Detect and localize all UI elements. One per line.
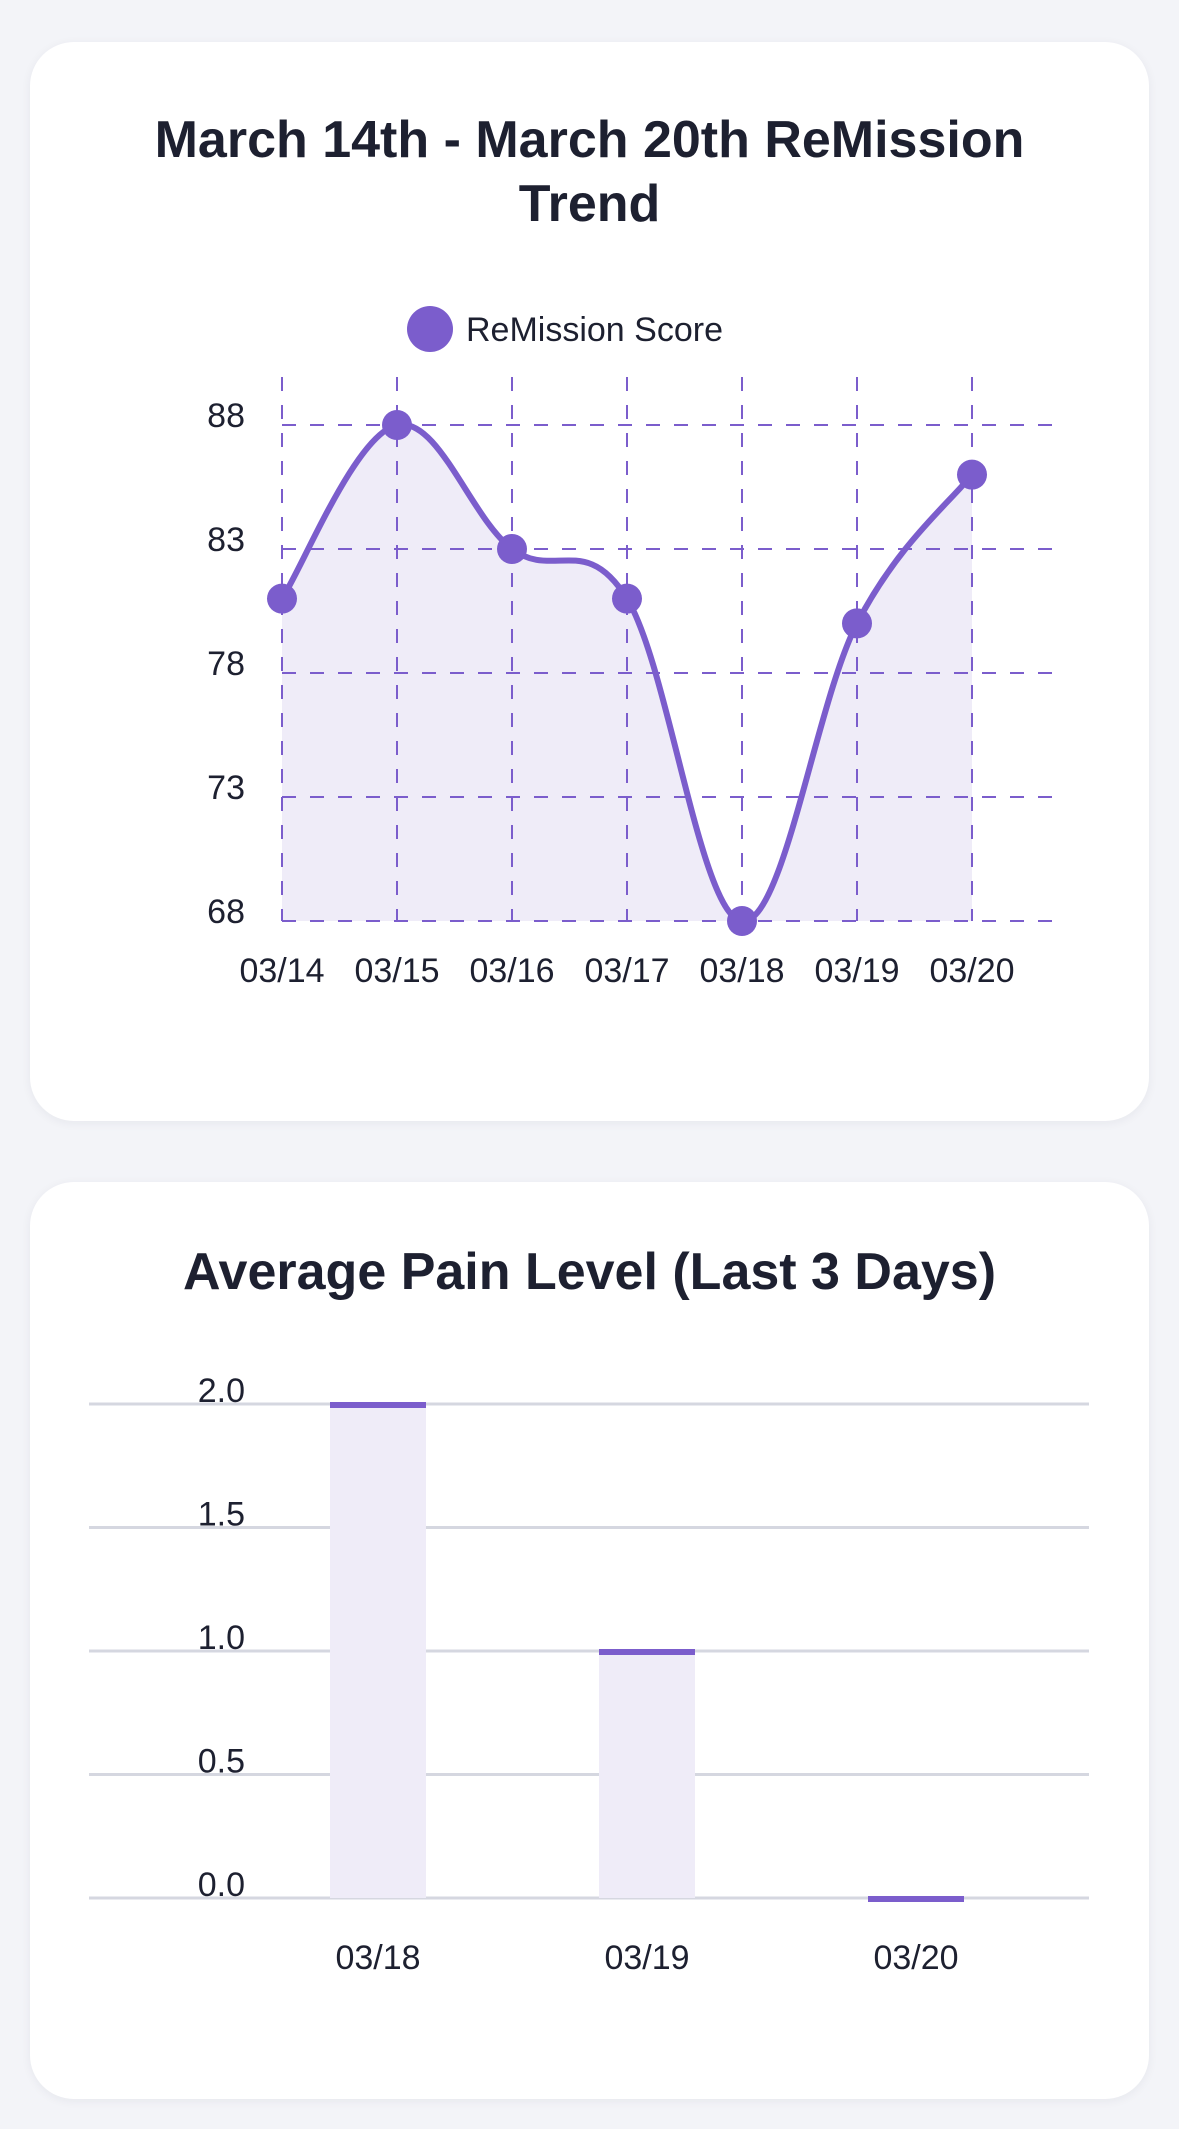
data-point (382, 410, 412, 440)
bar-y-tick-label: 0.0 (198, 1866, 245, 1904)
data-point (842, 608, 872, 639)
y-tick-label: 73 (207, 769, 245, 807)
bar-y-tick-label: 2.0 (198, 1372, 245, 1410)
pain-bar-top (599, 1649, 695, 1655)
pain-bar-top (868, 1896, 964, 1902)
data-point (497, 534, 527, 564)
pain-bar (599, 1651, 695, 1898)
x-tick-label: 03/19 (814, 952, 899, 990)
bar-x-tick-label: 03/18 (335, 1939, 420, 1977)
pain-bar (330, 1404, 426, 1898)
x-tick-label: 03/16 (469, 952, 554, 990)
legend-swatch (407, 306, 453, 352)
y-tick-label: 68 (207, 893, 245, 931)
remission-trend-card: March 14th - March 20th ReMission Trend … (30, 42, 1149, 1121)
x-tick-label: 03/18 (699, 952, 784, 990)
trend-chart-title: March 14th - March 20th ReMission Trend (154, 111, 1025, 233)
x-tick-label: 03/15 (354, 952, 439, 990)
remission-line-chart: 68 73 78 83 88 03/14 03/15 03/16 03/17 03/18 03/19… (207, 306, 1062, 990)
pain-bar-top (330, 1402, 426, 1408)
bar-x-tick-label: 03/20 (873, 1939, 958, 1977)
x-tick-label: 03/14 (239, 952, 324, 990)
y-tick-label: 88 (207, 397, 245, 435)
x-tick-label: 03/20 (929, 952, 1014, 990)
bar-y-tick-label: 0.5 (198, 1743, 245, 1781)
data-point (957, 459, 987, 490)
y-tick-label: 78 (207, 645, 245, 683)
y-tick-label: 83 (207, 521, 245, 559)
pain-level-card: Average Pain Level (Last 3 Days) 0.0 0.5 1… (30, 1182, 1149, 2099)
data-point (267, 583, 297, 614)
data-point (612, 583, 642, 614)
pain-chart-title: Average Pain Level (Last 3 Days) (182, 1243, 997, 1301)
bar-y-tick-label: 1.0 (198, 1619, 245, 1657)
pain-bar-chart: 0.0 0.5 1.0 1.5 2.0 03/18 03/19 03/20 (89, 1372, 1089, 1977)
bar-x-tick-label: 03/19 (604, 1939, 689, 1977)
bar-y-tick-label: 1.5 (198, 1496, 245, 1534)
legend-label: ReMission Score (466, 311, 723, 349)
data-point (727, 906, 757, 936)
x-tick-label: 03/17 (584, 952, 669, 990)
